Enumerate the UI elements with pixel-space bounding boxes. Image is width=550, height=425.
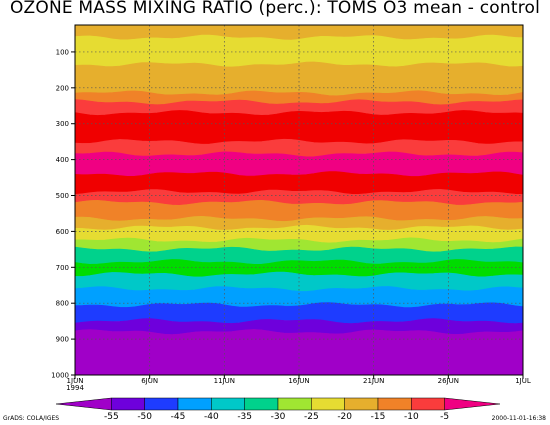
colorbar-tick-label: -35 xyxy=(237,412,252,422)
colorbar-swatch xyxy=(244,397,279,411)
x-year-label: 1994 xyxy=(66,384,84,392)
contour-band xyxy=(74,61,524,97)
y-tick-label: 800 xyxy=(56,300,69,308)
colorbar-tick-label: -15 xyxy=(371,412,386,422)
colorbar-swatch xyxy=(311,397,345,411)
y-tick-label: 600 xyxy=(56,228,69,236)
colorbar-tick-label: -25 xyxy=(304,412,319,422)
x-tick-label: 6JUN xyxy=(141,377,158,385)
contour-band xyxy=(74,110,524,145)
colorbar-tick-label: -50 xyxy=(137,412,152,422)
contour-band xyxy=(74,329,524,376)
footer-right: 2000-11-01-16:38 xyxy=(491,415,546,422)
y-tick-label: 1000 xyxy=(51,372,69,380)
x-tick-label: 1JUN xyxy=(67,377,84,385)
y-tick-label: 700 xyxy=(56,264,69,272)
colorbar-tick-label: -30 xyxy=(271,412,286,422)
colorbar-swatch xyxy=(55,397,112,411)
x-tick-label: 11JUN xyxy=(214,377,235,385)
footer-left: GrADS: COLA/IGES xyxy=(3,415,60,422)
colorbar-tick-label: -55 xyxy=(104,412,119,422)
colorbar-swatch xyxy=(377,397,412,411)
colorbar-swatch xyxy=(444,397,501,411)
y-tick-label: 100 xyxy=(56,48,69,56)
x-tick-label: 1JUL xyxy=(515,377,531,385)
colorbar-swatch xyxy=(144,397,179,411)
y-tick-label: 400 xyxy=(56,156,69,164)
colorbar-tick-label: -10 xyxy=(404,412,419,422)
colorbar-swatch xyxy=(411,397,445,411)
colorbar-swatch xyxy=(344,397,379,411)
colorbar-swatch xyxy=(277,397,312,411)
colorbar-swatch xyxy=(111,397,145,411)
chart-title: OZONE MASS MIXING RATIO (perc.): TOMS O3… xyxy=(9,0,541,18)
colorbar-tick-label: -40 xyxy=(204,412,219,422)
y-tick-label: 300 xyxy=(56,120,69,128)
colorbar-tick-label: -45 xyxy=(171,412,186,422)
colorbar-swatch xyxy=(211,397,245,411)
y-tick-label: 500 xyxy=(56,192,69,200)
colorbar-tick-label: -20 xyxy=(337,412,352,422)
y-tick-label: 900 xyxy=(56,336,69,344)
x-tick-label: 26JUN xyxy=(438,377,459,385)
colorbar-swatch xyxy=(177,397,212,411)
x-tick-label: 21JUN xyxy=(363,377,384,385)
colorbar-tick-label: -5 xyxy=(440,412,449,422)
x-tick-label: 16JUN xyxy=(288,377,309,385)
y-tick-label: 200 xyxy=(56,84,69,92)
